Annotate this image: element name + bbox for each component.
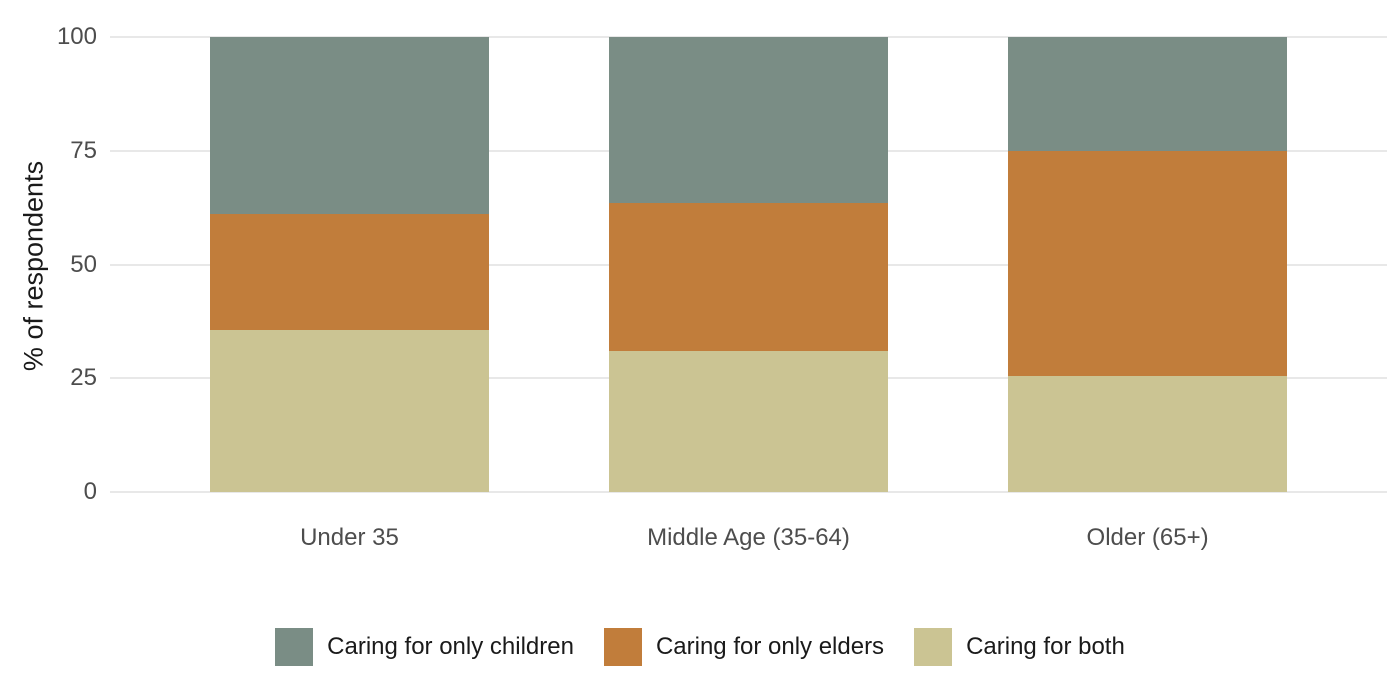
bar-segment-caring-for-only-children bbox=[209, 37, 490, 215]
legend: Caring for only children Caring for only … bbox=[0, 628, 1400, 666]
legend-item-caring-for-only-children: Caring for only children bbox=[275, 628, 574, 666]
y-tick-label-0: 0 bbox=[83, 478, 97, 505]
bar-segment-caring-for-both bbox=[209, 330, 490, 492]
x-tick-label-older-65: Older (65+) bbox=[1086, 524, 1209, 551]
gridline-0 bbox=[110, 491, 1387, 493]
legend-swatch-caring-for-only-children bbox=[275, 628, 314, 666]
legend-item-caring-for-both: Caring for both bbox=[914, 628, 1125, 666]
bar-segment-caring-for-only-elders bbox=[608, 203, 889, 351]
bar-middle-age-35-64 bbox=[608, 37, 889, 492]
bar-older-65 bbox=[1007, 37, 1288, 492]
y-tick-label-100: 100 bbox=[56, 23, 97, 50]
legend-swatch-caring-for-only-elders bbox=[603, 628, 642, 666]
bar-segment-caring-for-only-elders bbox=[1007, 150, 1288, 376]
y-tick-label-25: 25 bbox=[70, 364, 97, 392]
bar-segment-caring-for-both bbox=[608, 350, 889, 492]
bar-segment-caring-for-only-children bbox=[1007, 37, 1288, 151]
legend-swatch-caring-for-both bbox=[914, 628, 953, 666]
bar-segment-caring-for-both bbox=[1007, 375, 1288, 492]
y-tick-label-50: 50 bbox=[70, 250, 97, 278]
plot-panel bbox=[110, 36, 1387, 493]
bar-segment-caring-for-only-children bbox=[608, 37, 889, 204]
bar-under-35 bbox=[209, 37, 490, 492]
legend-label-caring-for-both: Caring for both bbox=[966, 633, 1125, 660]
gridline-100 bbox=[110, 36, 1387, 38]
x-tick-label-middle-age-35-64: Middle Age (35-64) bbox=[647, 524, 850, 551]
legend-label-caring-for-only-elders: Caring for only elders bbox=[655, 633, 885, 660]
legend-item-caring-for-only-elders: Caring for only elders bbox=[603, 628, 885, 666]
y-tick-label-75: 75 bbox=[70, 136, 97, 164]
legend-label-caring-for-only-children: Caring for only children bbox=[327, 633, 574, 660]
bar-segment-caring-for-only-elders bbox=[209, 214, 490, 331]
x-tick-label-under-35: Under 35 bbox=[300, 524, 399, 551]
